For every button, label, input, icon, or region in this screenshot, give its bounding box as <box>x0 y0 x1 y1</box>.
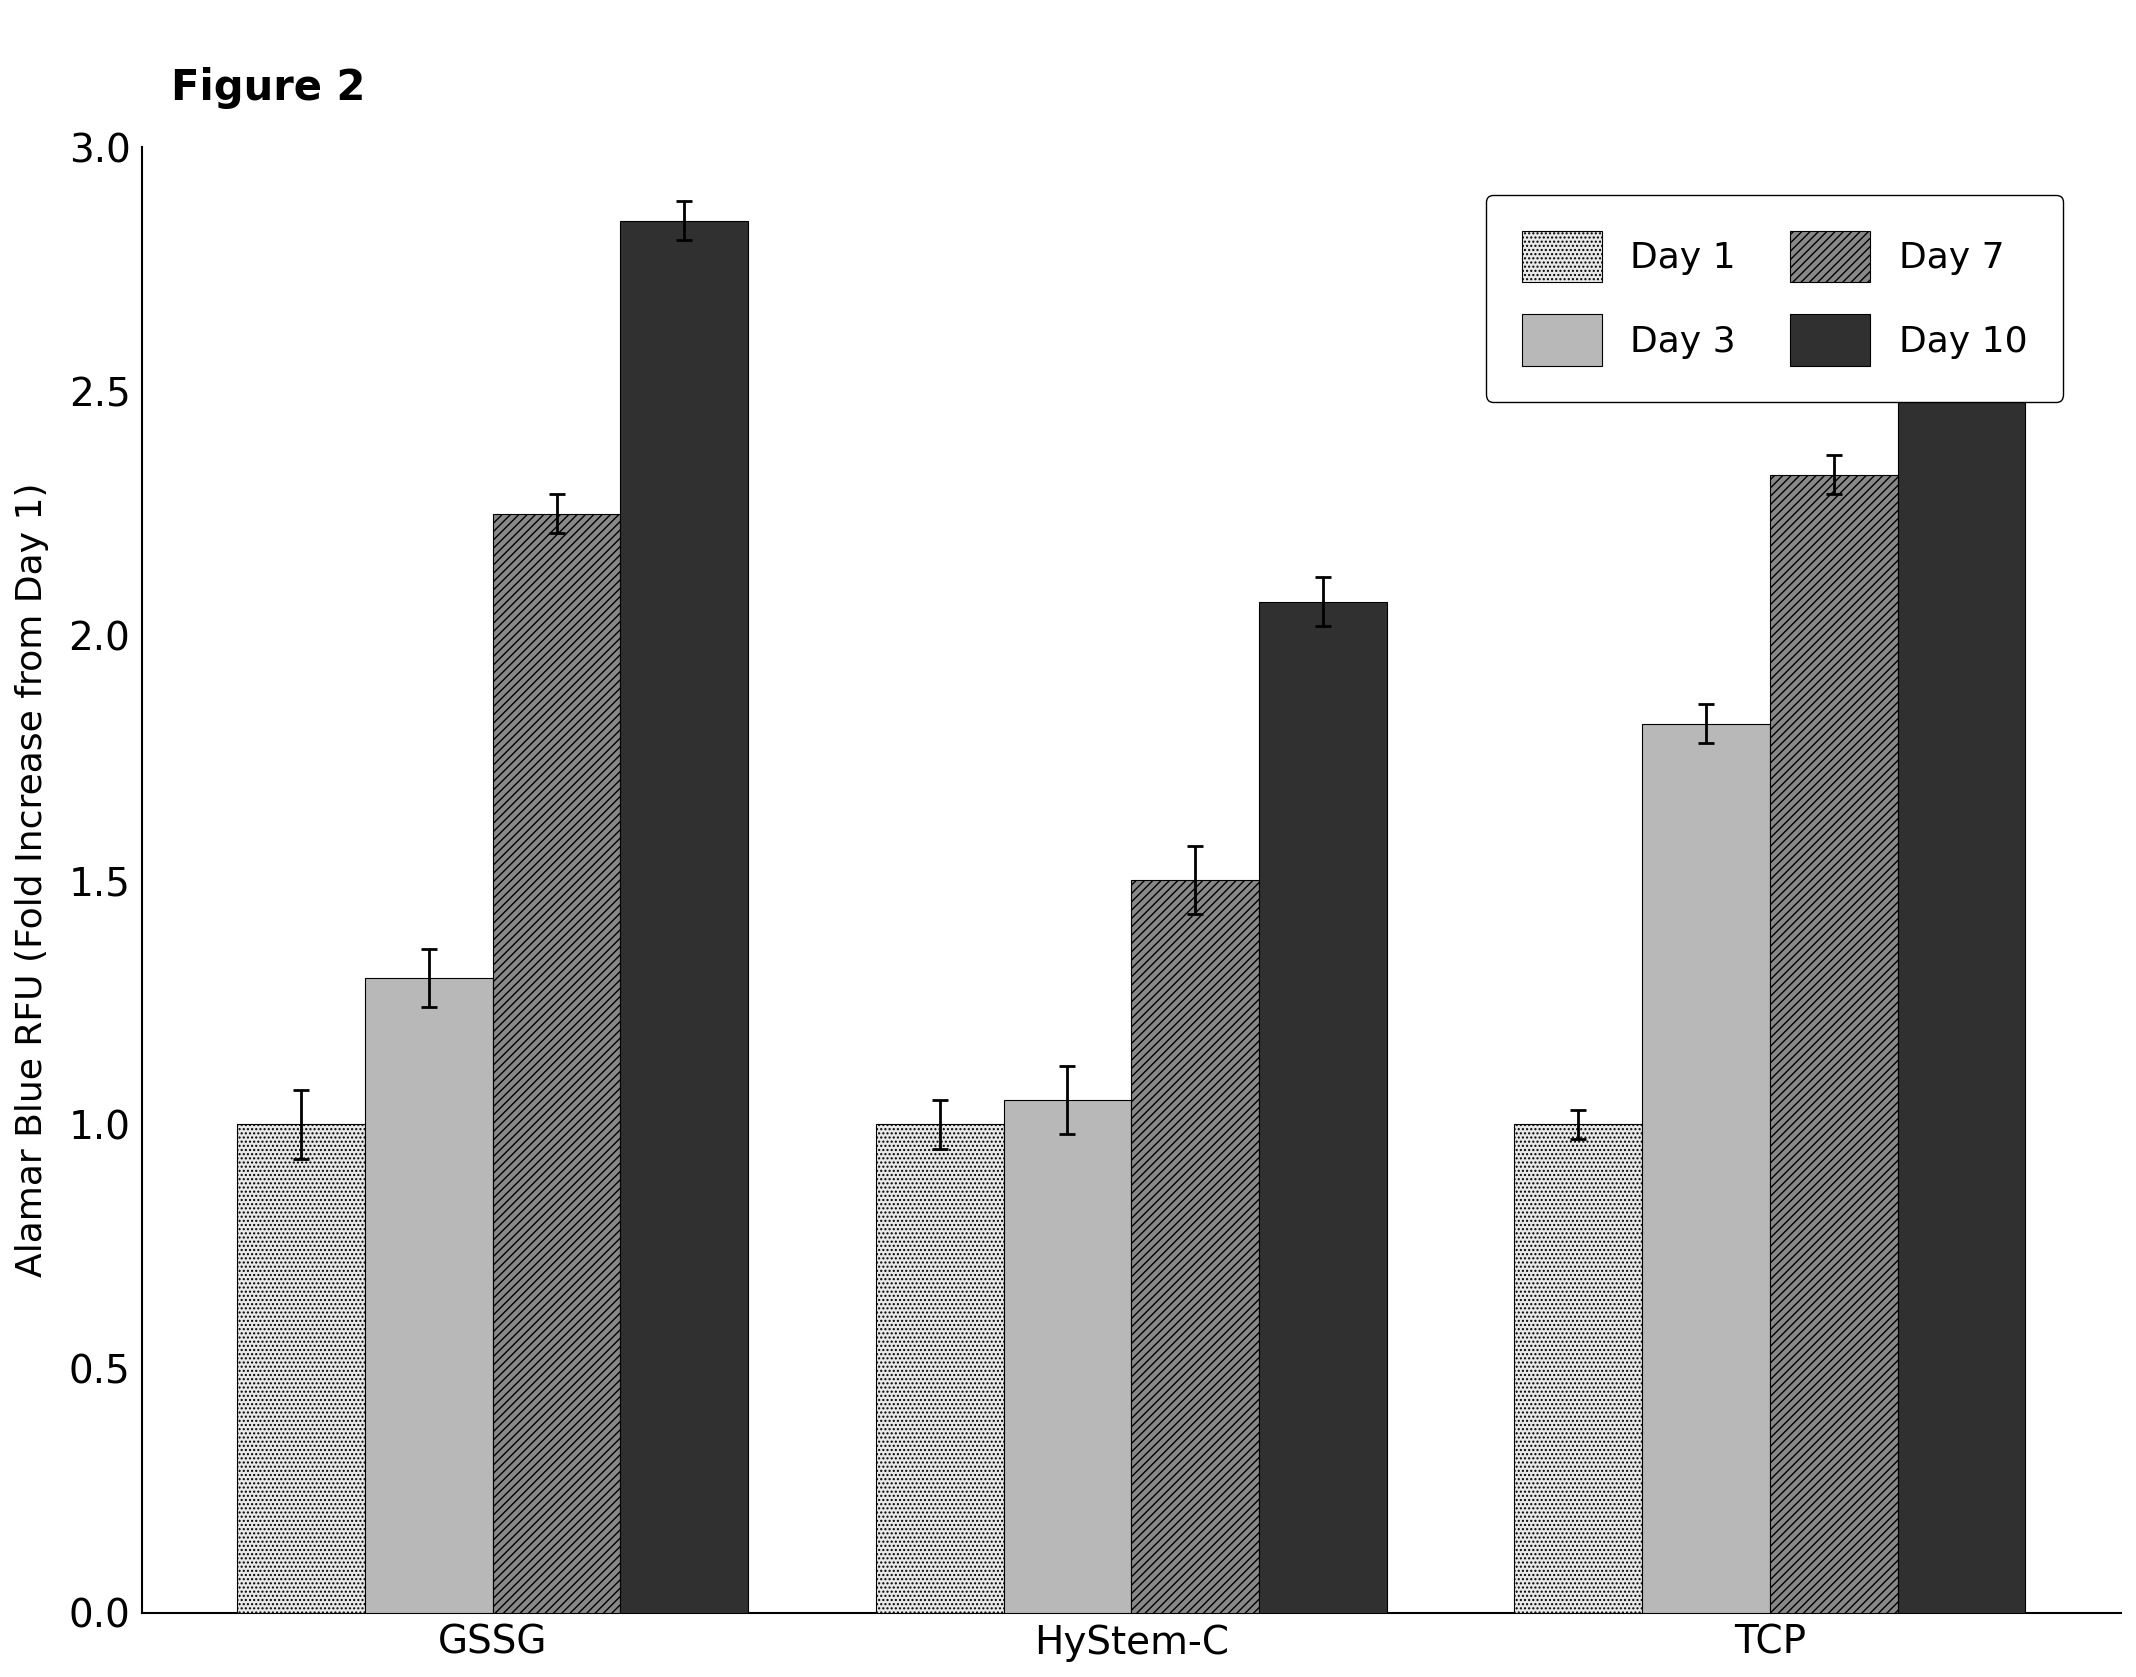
Bar <box>365 978 493 1613</box>
Text: Figure 2: Figure 2 <box>171 67 365 109</box>
Bar <box>493 513 619 1613</box>
Bar <box>619 221 748 1613</box>
Bar <box>876 1124 1004 1613</box>
Bar <box>1771 475 1897 1613</box>
Bar <box>1514 1124 1643 1613</box>
Bar <box>237 1124 365 1613</box>
Y-axis label: Alamar Blue RFU (Fold Increase from Day 1): Alamar Blue RFU (Fold Increase from Day … <box>15 483 49 1278</box>
Bar <box>1897 319 2025 1613</box>
Bar <box>1132 880 1258 1613</box>
Bar <box>1258 602 1386 1613</box>
Legend: Day 1, Day 3, Day 7, Day 10: Day 1, Day 3, Day 7, Day 10 <box>1487 195 2063 402</box>
Bar <box>1004 1100 1132 1613</box>
Bar <box>1643 724 1771 1613</box>
